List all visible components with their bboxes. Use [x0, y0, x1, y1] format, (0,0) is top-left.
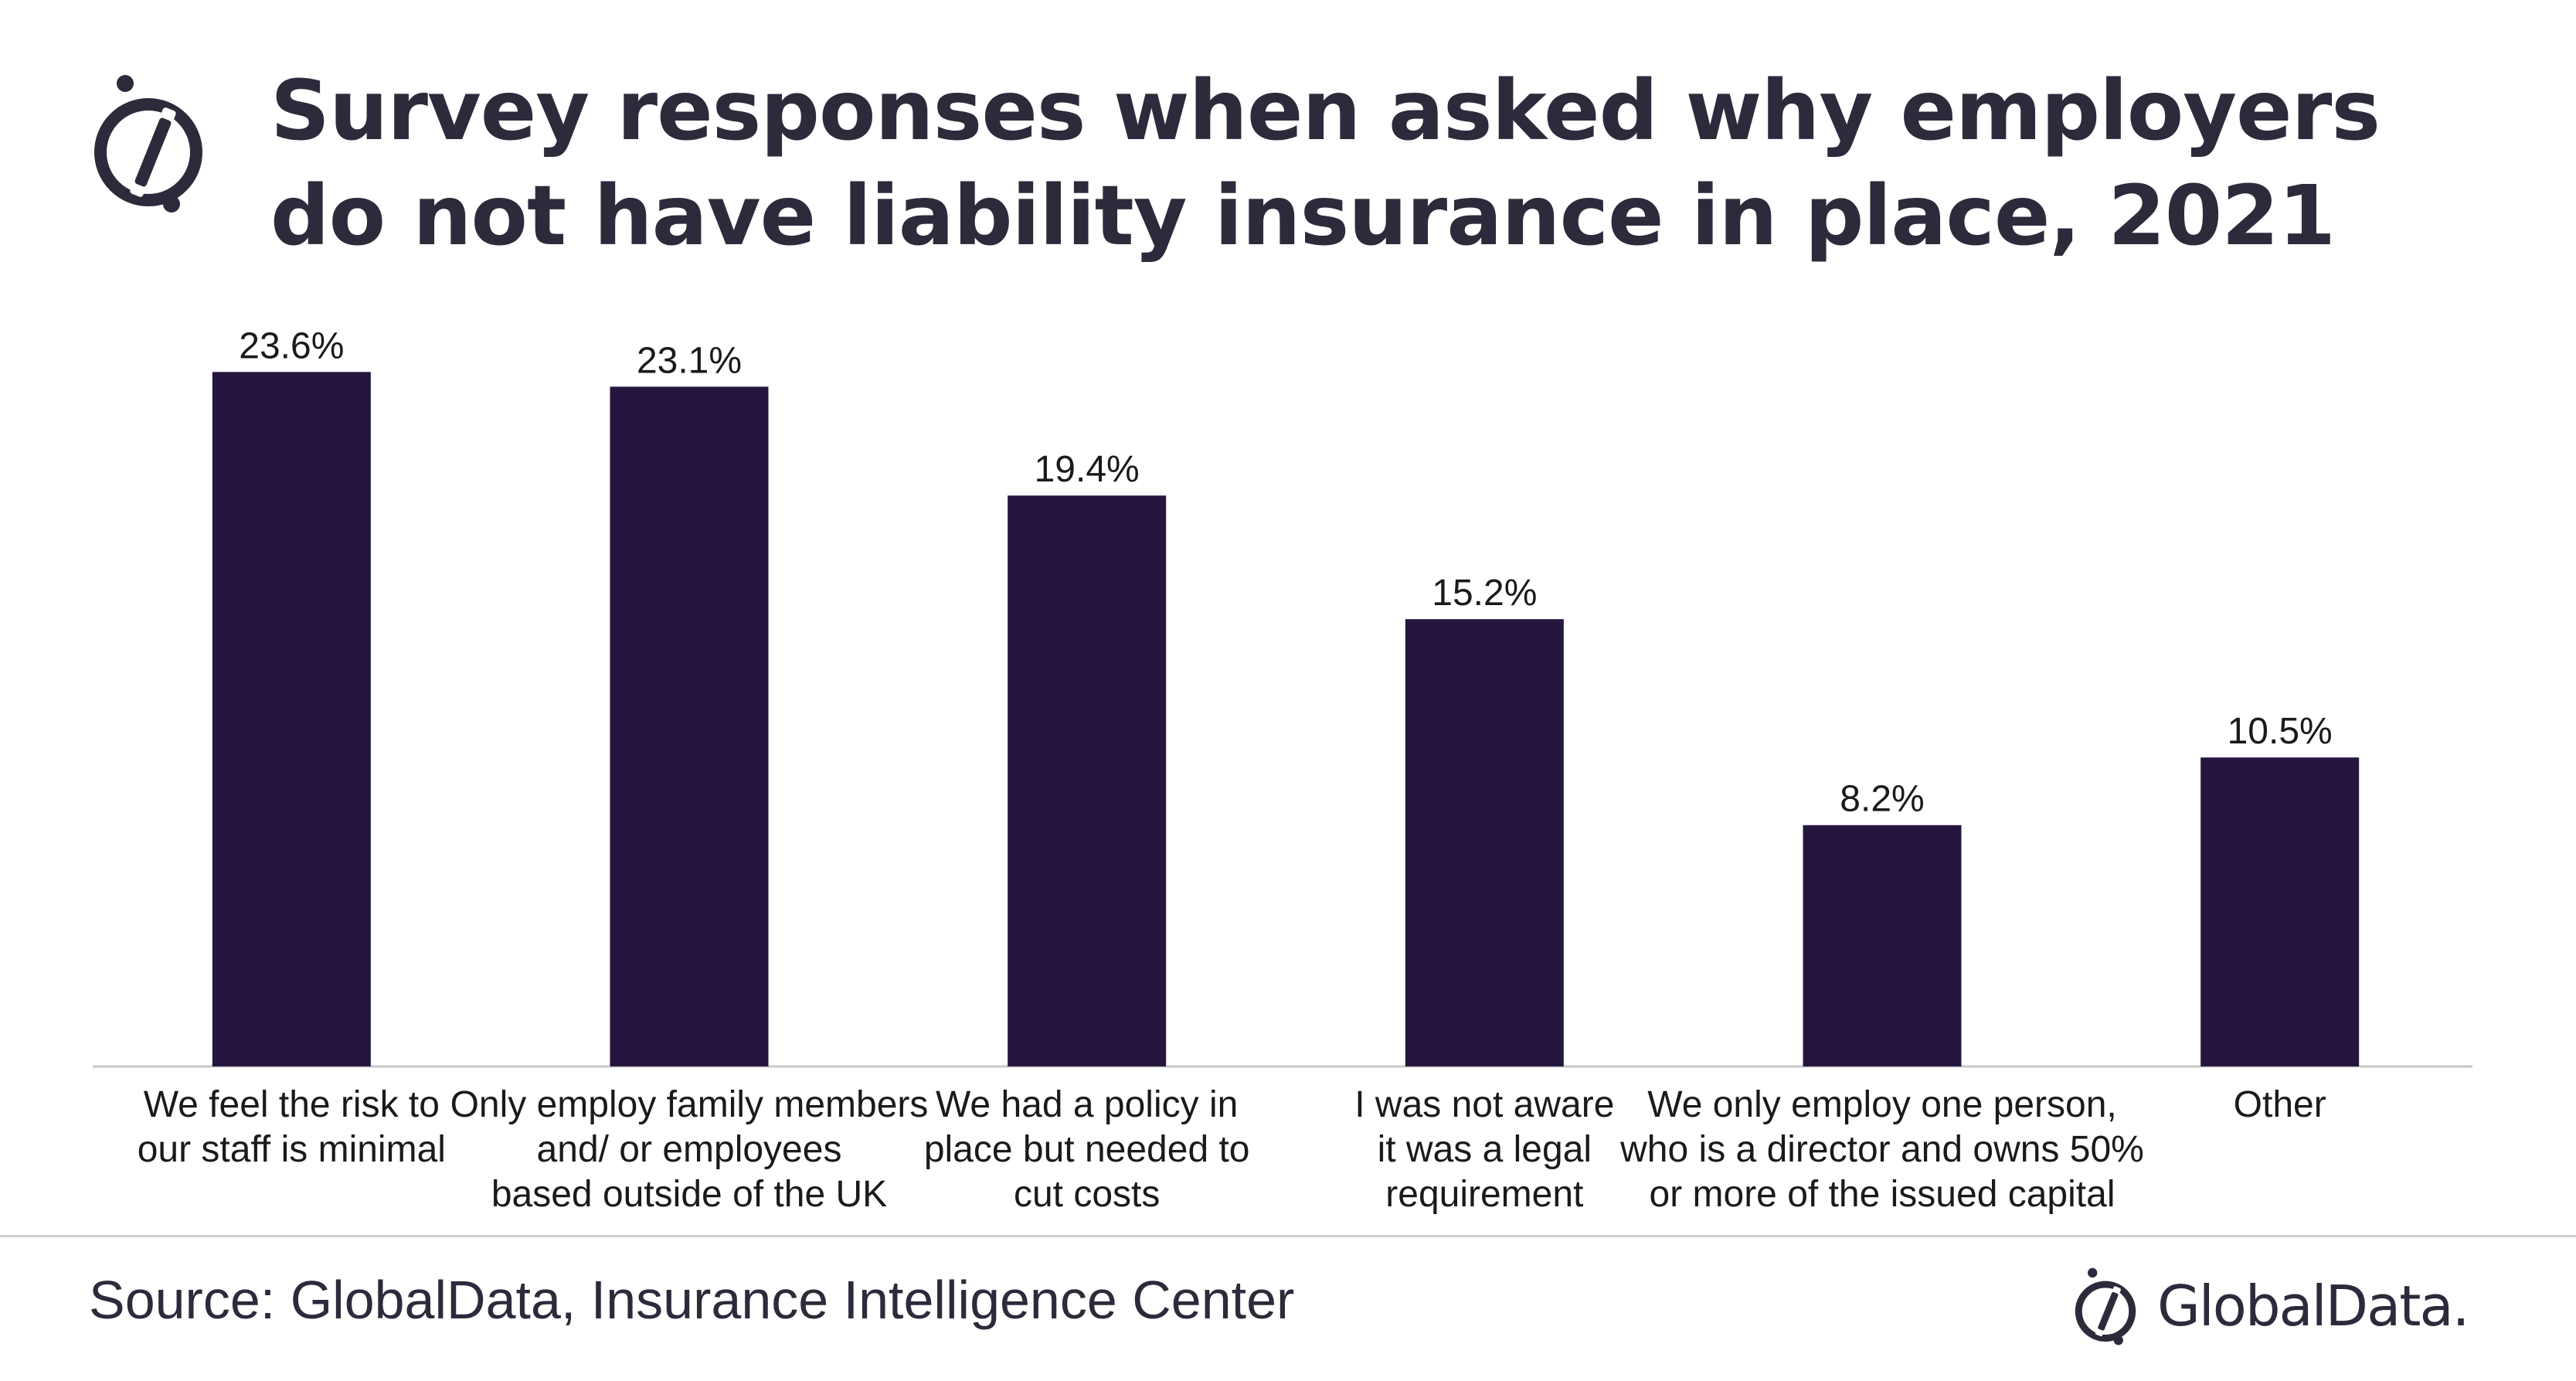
category-label-line: or more of the issued capital: [1650, 1174, 2116, 1215]
brand-logo: GlobalData.: [2071, 1260, 2503, 1352]
globaldata-title-logo-icon: [94, 75, 202, 213]
category-label: Only employ family members and/ or employ…: [450, 1084, 929, 1215]
source-note: Source: GlobalData, Insurance Intelligen…: [89, 1270, 1295, 1330]
bar-chart: 23.6% We feel the risk to our staff is min…: [93, 325, 2472, 1215]
bar: [1405, 619, 1564, 1066]
bar: [610, 386, 769, 1066]
data-label: 8.2%: [1840, 779, 1924, 820]
footer-divider: [0, 1235, 2576, 1237]
category-label-line: We only employ one person,: [1647, 1084, 2116, 1125]
globaldata-logo-icon: [2075, 1267, 2136, 1345]
bar: [212, 372, 371, 1066]
category-label-line: Only employ family members: [450, 1084, 929, 1125]
category-label-line: Other: [2234, 1084, 2326, 1125]
category-label-line: and/ or employees: [537, 1129, 842, 1170]
data-label: 15.2%: [1432, 573, 1537, 614]
bar: [1803, 825, 1962, 1066]
data-label: 19.4%: [1035, 449, 1140, 490]
category-label: We only employ one person, who is a direc…: [1619, 1084, 2144, 1215]
category-label-line: We feel the risk to: [144, 1084, 440, 1125]
bar: [2200, 757, 2360, 1066]
category-label-line: our staff is minimal: [138, 1129, 446, 1170]
category-label-line: I was not aware: [1354, 1084, 1614, 1125]
data-label: 10.5%: [2228, 711, 2333, 752]
category-label-line: who is a director and owns 50%: [1619, 1129, 2144, 1170]
brand-name: GlobalData.: [2157, 1274, 2469, 1338]
data-label: 23.6%: [239, 325, 344, 366]
data-label: 23.1%: [637, 340, 742, 381]
category-label-line: requirement: [1385, 1174, 1583, 1215]
category-label-line: place but needed to: [924, 1129, 1250, 1170]
category-label: We had a policy in place but needed to cut…: [924, 1084, 1250, 1215]
bar: [1008, 495, 1167, 1066]
category-label-line: cut costs: [1014, 1174, 1160, 1215]
category-label-line: based outside of the UK: [491, 1174, 887, 1215]
category-label-line: it was a legal: [1378, 1129, 1592, 1170]
category-label: We feel the risk to our staff is minimal: [138, 1084, 446, 1170]
category-label: I was not aware it was a legal requirement: [1354, 1084, 1614, 1215]
chart-title: Survey responses when asked why employer…: [270, 63, 2381, 264]
category-label-line: We had a policy in: [936, 1084, 1238, 1125]
category-label: Other: [2234, 1084, 2326, 1125]
